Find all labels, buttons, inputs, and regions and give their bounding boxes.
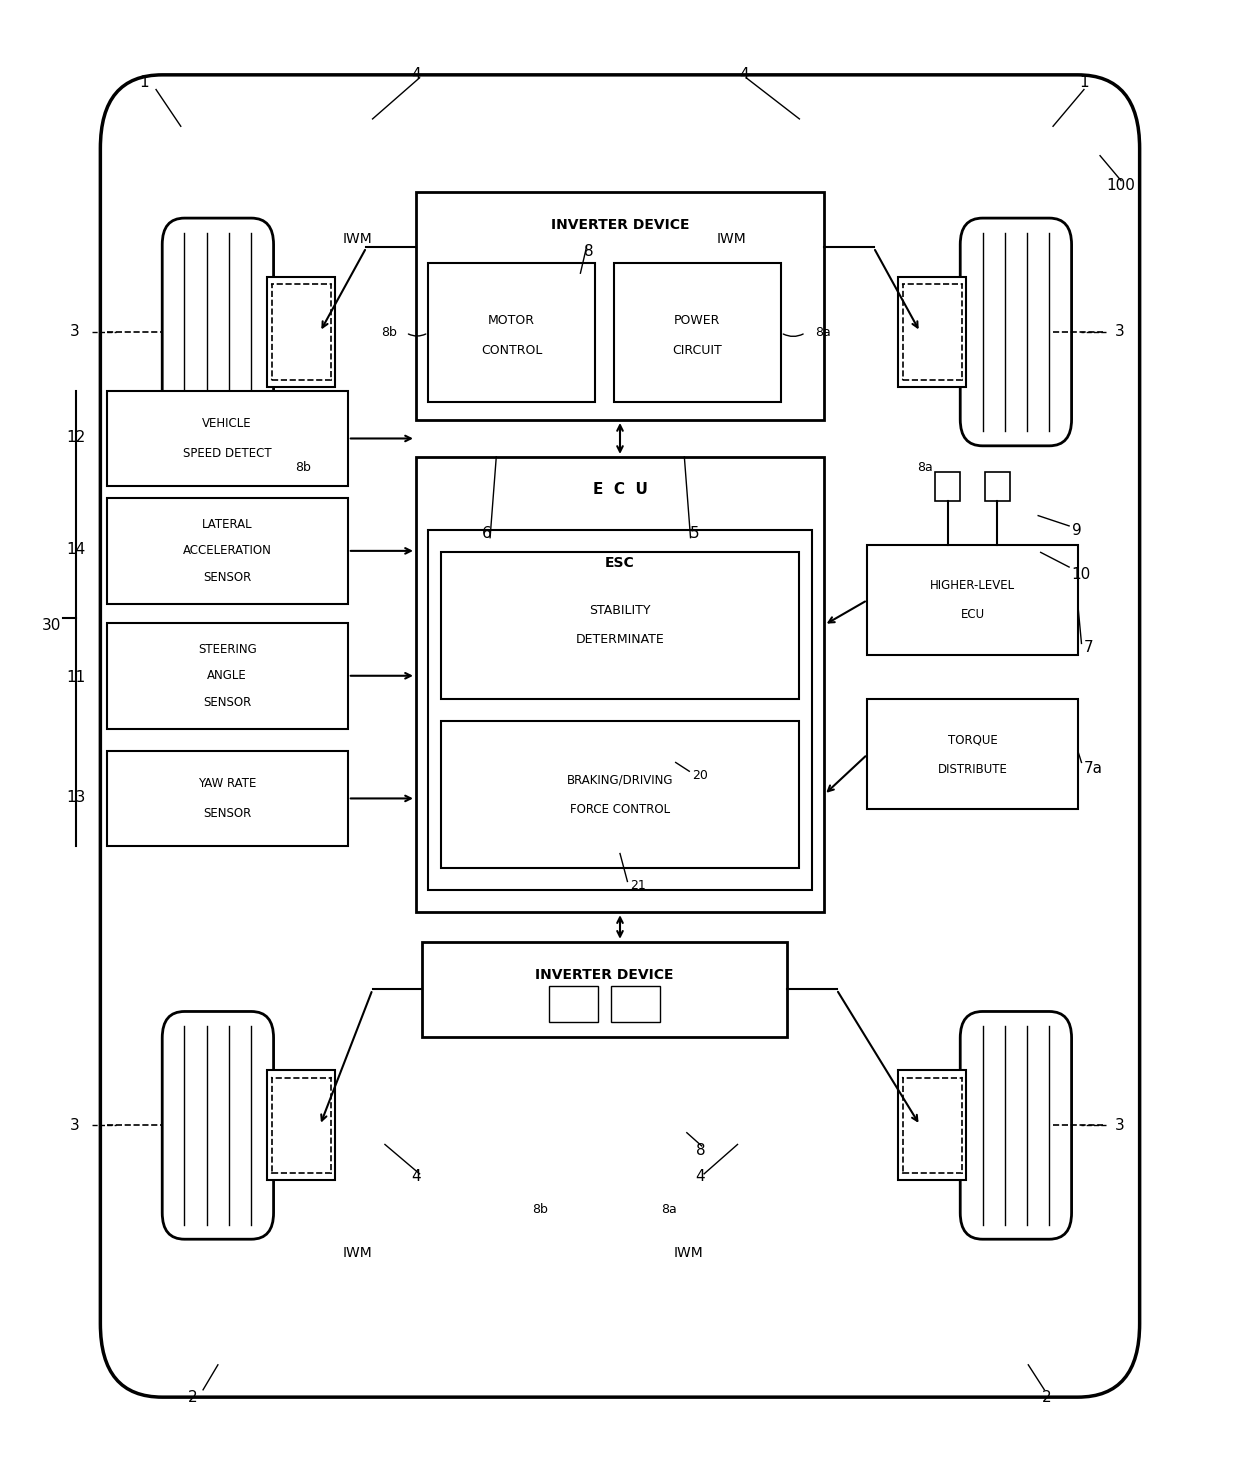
FancyBboxPatch shape: [107, 623, 347, 729]
FancyBboxPatch shape: [935, 471, 960, 500]
Text: 100: 100: [1106, 178, 1136, 193]
Text: 1: 1: [139, 75, 149, 90]
Bar: [903, 1078, 962, 1173]
Text: 7a: 7a: [1084, 761, 1102, 776]
Text: CIRCUIT: CIRCUIT: [672, 344, 722, 356]
Text: TORQUE: TORQUE: [947, 733, 997, 746]
FancyBboxPatch shape: [107, 498, 347, 604]
Text: 4: 4: [696, 1169, 706, 1185]
Text: 4: 4: [410, 68, 420, 82]
Text: ECU: ECU: [961, 608, 985, 621]
Bar: [903, 284, 962, 380]
Text: INVERTER DEVICE: INVERTER DEVICE: [536, 967, 673, 982]
Text: 8: 8: [696, 1142, 706, 1158]
FancyBboxPatch shape: [428, 530, 812, 891]
Text: 7: 7: [1084, 640, 1094, 655]
Text: INVERTER DEVICE: INVERTER DEVICE: [551, 218, 689, 231]
Text: MOTOR: MOTOR: [489, 315, 536, 327]
Text: STEERING: STEERING: [198, 643, 257, 657]
Text: SPEED DETECT: SPEED DETECT: [182, 446, 272, 459]
Text: 5: 5: [689, 526, 699, 540]
FancyBboxPatch shape: [611, 986, 660, 1023]
FancyBboxPatch shape: [868, 699, 1078, 810]
Text: 14: 14: [66, 542, 86, 556]
Text: 8a: 8a: [916, 461, 932, 474]
FancyBboxPatch shape: [440, 721, 800, 868]
FancyBboxPatch shape: [428, 263, 595, 402]
FancyBboxPatch shape: [868, 545, 1078, 655]
Text: 12: 12: [66, 430, 86, 445]
FancyBboxPatch shape: [422, 942, 787, 1038]
Text: 8: 8: [584, 244, 594, 259]
FancyBboxPatch shape: [415, 193, 825, 420]
Text: SENSOR: SENSOR: [203, 571, 252, 584]
Text: 21: 21: [630, 879, 646, 892]
FancyBboxPatch shape: [162, 1011, 274, 1239]
FancyBboxPatch shape: [985, 471, 1009, 500]
Text: IWM: IWM: [342, 1247, 372, 1260]
FancyBboxPatch shape: [107, 751, 347, 846]
Text: 6: 6: [481, 526, 491, 540]
Text: 8b: 8b: [382, 327, 397, 339]
Text: 2: 2: [1042, 1390, 1052, 1404]
Text: 2: 2: [188, 1390, 198, 1404]
FancyBboxPatch shape: [549, 986, 599, 1023]
Text: FORCE CONTROL: FORCE CONTROL: [570, 802, 670, 815]
Text: ANGLE: ANGLE: [207, 670, 247, 682]
Text: BRAKING/DRIVING: BRAKING/DRIVING: [567, 774, 673, 786]
Text: 3: 3: [69, 324, 79, 340]
FancyBboxPatch shape: [268, 1070, 336, 1181]
Text: 20: 20: [692, 770, 708, 782]
FancyBboxPatch shape: [100, 75, 1140, 1397]
Text: E  C  U: E C U: [593, 481, 647, 496]
Text: IWM: IWM: [673, 1247, 703, 1260]
FancyBboxPatch shape: [614, 263, 781, 402]
Text: VEHICLE: VEHICLE: [202, 417, 252, 430]
Text: DETERMINATE: DETERMINATE: [575, 633, 665, 646]
Text: IWM: IWM: [342, 233, 372, 246]
Text: 8a: 8a: [662, 1203, 677, 1216]
FancyBboxPatch shape: [898, 277, 966, 387]
Text: 8b: 8b: [532, 1203, 548, 1216]
FancyBboxPatch shape: [162, 218, 274, 446]
Text: YAW RATE: YAW RATE: [198, 777, 257, 790]
Text: 3: 3: [1115, 1117, 1125, 1133]
Text: SENSOR: SENSOR: [203, 696, 252, 708]
Text: ACCELERATION: ACCELERATION: [182, 545, 272, 558]
Text: LATERAL: LATERAL: [202, 518, 253, 531]
FancyBboxPatch shape: [415, 456, 825, 913]
FancyBboxPatch shape: [107, 390, 347, 486]
FancyBboxPatch shape: [960, 218, 1071, 446]
FancyBboxPatch shape: [268, 277, 336, 387]
Text: CONTROL: CONTROL: [481, 344, 542, 356]
Text: STABILITY: STABILITY: [589, 604, 651, 617]
Bar: [272, 1078, 331, 1173]
Text: 10: 10: [1071, 567, 1091, 581]
Text: 3: 3: [1115, 324, 1125, 340]
Text: 4: 4: [739, 68, 749, 82]
Text: ESC: ESC: [605, 555, 635, 570]
Text: 30: 30: [41, 618, 61, 633]
FancyBboxPatch shape: [960, 1011, 1071, 1239]
Text: 8b: 8b: [295, 461, 311, 474]
Text: SENSOR: SENSOR: [203, 807, 252, 820]
Text: 1: 1: [1079, 75, 1089, 90]
Text: 8a: 8a: [816, 327, 831, 339]
Text: 13: 13: [66, 790, 86, 805]
FancyBboxPatch shape: [898, 1070, 966, 1181]
Text: POWER: POWER: [675, 315, 720, 327]
Text: 4: 4: [410, 1169, 420, 1185]
Text: 9: 9: [1071, 523, 1081, 537]
Text: DISTRIBUTE: DISTRIBUTE: [937, 762, 1008, 776]
Text: 3: 3: [69, 1117, 79, 1133]
FancyBboxPatch shape: [440, 552, 800, 699]
Text: 11: 11: [66, 670, 86, 684]
Bar: [272, 284, 331, 380]
Text: IWM: IWM: [717, 233, 746, 246]
Text: HIGHER-LEVEL: HIGHER-LEVEL: [930, 578, 1016, 592]
